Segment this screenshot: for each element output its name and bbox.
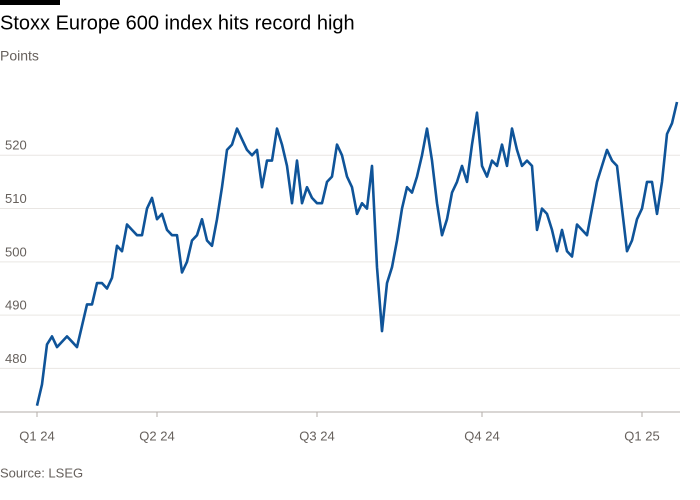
x-tick-label: Q3 24 — [299, 428, 334, 443]
source: Source: LSEG — [0, 465, 83, 480]
brand-bar — [0, 0, 60, 5]
x-tick-label: Q2 24 — [139, 428, 174, 443]
y-tick-label: 490 — [5, 298, 27, 313]
x-tick-label: Q4 24 — [464, 428, 499, 443]
chart-subtitle: Points — [0, 48, 39, 64]
y-tick-label: 480 — [5, 351, 27, 366]
x-tick-label: Q1 24 — [19, 428, 54, 443]
y-tick-label: 510 — [5, 191, 27, 206]
line-series — [35, 101, 679, 406]
x-tick-label: Q1 25 — [624, 428, 659, 443]
chart-title: Stoxx Europe 600 index hits record high — [0, 12, 355, 34]
y-tick-label: 500 — [5, 244, 27, 259]
y-tick-label: 520 — [5, 138, 27, 153]
